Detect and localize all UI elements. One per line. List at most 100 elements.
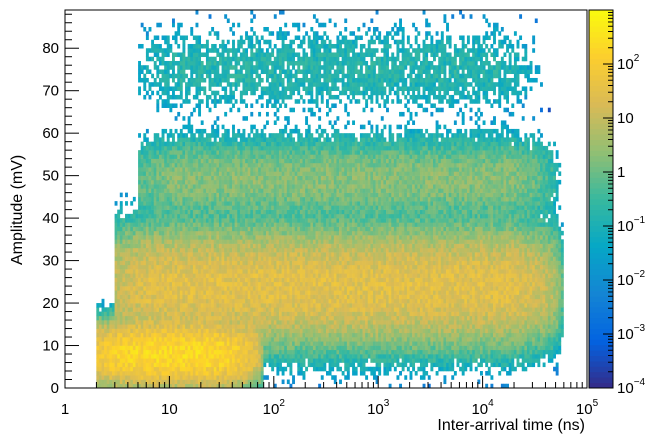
heatmap-cell (132, 298, 136, 304)
heatmap-cell (239, 269, 243, 274)
heatmap-cell (172, 281, 175, 287)
heatmap-cell (286, 252, 290, 257)
heatmap-cell (252, 188, 256, 193)
heatmap-cell (200, 349, 204, 355)
heatmap-cell (185, 290, 188, 295)
heatmap-cell (192, 184, 196, 189)
heatmap-cell (169, 273, 173, 278)
heatmap-cell (232, 179, 235, 185)
heatmap-cell (247, 179, 251, 185)
heatmap-cell (130, 252, 134, 257)
heatmap-cell (140, 239, 144, 244)
heatmap-cell (187, 341, 191, 346)
heatmap-cell (224, 111, 228, 117)
heatmap-cell (172, 337, 175, 342)
heatmap-cell (292, 277, 295, 283)
heatmap-cell (265, 60, 269, 66)
heatmap-cell (200, 315, 204, 321)
heatmap-cell (166, 99, 170, 104)
heatmap-cell (140, 383, 144, 389)
heatmap-cell (289, 366, 293, 372)
heatmap-cell (158, 201, 162, 206)
heatmap-cell (187, 235, 191, 240)
heatmap-cell (200, 307, 204, 312)
heatmap-cell (263, 358, 267, 363)
heatmap-cell (294, 277, 298, 283)
heatmap-cell (276, 99, 280, 104)
heatmap-cell (245, 184, 248, 189)
heatmap-cell (153, 171, 157, 176)
heatmap-cell (229, 82, 233, 87)
heatmap-cell (260, 154, 264, 159)
heatmap-cell (143, 171, 147, 176)
heatmap-cell (185, 65, 188, 70)
heatmap-cell (239, 341, 243, 346)
heatmap-cell (229, 150, 233, 155)
heatmap-cell (265, 341, 269, 346)
heatmap-cell (148, 349, 152, 355)
heatmap-cell (273, 188, 277, 193)
heatmap-cell (242, 252, 246, 257)
heatmap-cell (258, 73, 262, 79)
heatmap-cell (242, 209, 246, 215)
heatmap-cell (203, 90, 207, 96)
heatmap-cell (174, 366, 178, 372)
heatmap-cell (271, 366, 275, 372)
heatmap-cell (169, 341, 173, 346)
heatmap-cell (273, 65, 277, 70)
heatmap-cell (143, 179, 147, 185)
heatmap-cell (286, 65, 290, 70)
heatmap-cell (263, 90, 267, 96)
heatmap-cell (101, 379, 105, 385)
heatmap-cell (216, 315, 220, 321)
heatmap-cell (239, 243, 243, 249)
heatmap-cell (213, 145, 217, 151)
heatmap-cell (276, 77, 280, 83)
heatmap-cell (114, 371, 118, 376)
heatmap-cell (153, 154, 157, 159)
heatmap-cell (221, 171, 225, 176)
heatmap-cell (247, 35, 251, 41)
heatmap-cell (187, 128, 191, 134)
heatmap-cell (200, 60, 204, 66)
heatmap-cell (221, 383, 225, 389)
heatmap-cell (106, 362, 110, 368)
heatmap-cell (109, 345, 113, 351)
heatmap-cell (198, 256, 202, 261)
heatmap-cell (260, 52, 264, 58)
heatmap-cell (297, 35, 301, 41)
heatmap-cell (148, 154, 152, 159)
heatmap-cell (140, 311, 144, 317)
heatmap-cell (177, 192, 181, 198)
heatmap-cell (276, 196, 280, 202)
heatmap-cell (273, 171, 277, 176)
heatmap-cell (179, 60, 183, 66)
heatmap-cell (158, 252, 162, 257)
heatmap-cell (252, 133, 256, 138)
heatmap-cell (294, 175, 298, 181)
heatmap-cell (166, 154, 170, 159)
heatmap-cell (114, 366, 118, 372)
heatmap-cell (247, 354, 251, 359)
heatmap-cell (234, 196, 238, 202)
heatmap-cell (229, 345, 233, 351)
heatmap-cell (224, 324, 228, 329)
heatmap-cell (252, 286, 256, 291)
heatmap-cell (200, 337, 204, 342)
heatmap-cell (260, 345, 264, 351)
heatmap-cell (284, 235, 288, 240)
heatmap-cell (145, 294, 149, 300)
heatmap-cell (177, 315, 181, 321)
heatmap-cell (247, 137, 251, 142)
heatmap-cell (237, 158, 241, 164)
heatmap-cell (125, 320, 128, 325)
heatmap-cell (161, 103, 165, 108)
heatmap-cell (242, 65, 246, 70)
heatmap-cell (190, 205, 194, 210)
heatmap-cell (143, 239, 147, 244)
heatmap-cell (250, 218, 254, 223)
heatmap-cell (140, 252, 144, 257)
heatmap-cell (125, 201, 128, 206)
heatmap-cell (216, 235, 220, 240)
heatmap-cell (182, 141, 186, 147)
